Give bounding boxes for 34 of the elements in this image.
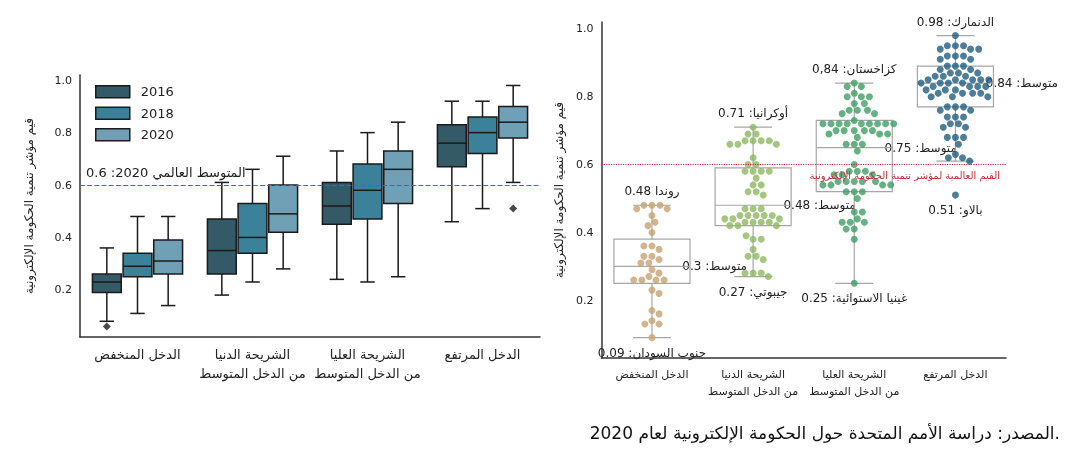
y-tick-label: 0.8 <box>54 126 72 140</box>
y-axis-title: قيم مؤشر تنمية الحكومة الإلكترونية <box>22 117 37 295</box>
y-tick-label: 0.4 <box>54 230 72 244</box>
annotation: أوكرانيا: 0.71 <box>718 105 789 122</box>
y-tick-label: 0.2 <box>575 293 594 307</box>
x-tick-label: الدخل المرتفع <box>923 368 988 381</box>
x-tick-label: الشريحة العليا من الدخل المتوسط <box>314 347 421 382</box>
annotation: روندا 0.48 <box>624 184 680 200</box>
y-axis-title: قيم مؤشر تنمية الحكومة الإلكترونية <box>552 101 567 279</box>
annotation: كزاخستان: 0,84 <box>812 62 897 78</box>
annotation: جيبوتي: 0.27 <box>718 284 788 300</box>
y-tick-label: 0.6 <box>54 178 72 192</box>
x-tick-label: الدخل المرتفع <box>444 347 521 363</box>
text: المصدر: دراسة الأمم المتحدة حول الحكومة الإلكترونية لعام 2020. <box>589 422 1061 444</box>
x-tick-label: الدخل المنخفض <box>615 368 689 381</box>
annotation: متوسط: 0.75 <box>884 140 957 156</box>
annotation: متوسط: 0.48 <box>783 198 856 214</box>
annotation: غينيا الاستوائية: 0.25 <box>801 291 908 307</box>
y-tick-label: 1.0 <box>575 22 594 36</box>
ref-line-label: المتوسط العالمي 2020: 0.6 <box>86 165 246 182</box>
legend-label: 2020 <box>140 127 174 143</box>
x-tick-label: الدخل المنخفض <box>94 347 181 363</box>
legend-label: 2016 <box>140 84 174 100</box>
y-tick-label: 0.2 <box>54 283 72 297</box>
y-tick-label: 0.8 <box>575 90 594 104</box>
annotation: الدنمارك: 0.98 <box>916 14 995 30</box>
x-tick-label: الشريحة الدنيا من الدخل المتوسط <box>708 368 799 398</box>
y-tick-label: 0.6 <box>575 158 594 172</box>
legend-label: 2018 <box>140 105 174 121</box>
y-tick-label: 1.0 <box>54 73 72 87</box>
y-tick-label: 0.4 <box>575 225 594 239</box>
x-tick-label: الشريحة العليا من الدخل المتوسط <box>809 368 900 398</box>
x-tick-label: الشريحة الدنيا من الدخل المتوسط <box>199 347 306 382</box>
annotation: بالاو: 0.51 <box>928 203 983 219</box>
